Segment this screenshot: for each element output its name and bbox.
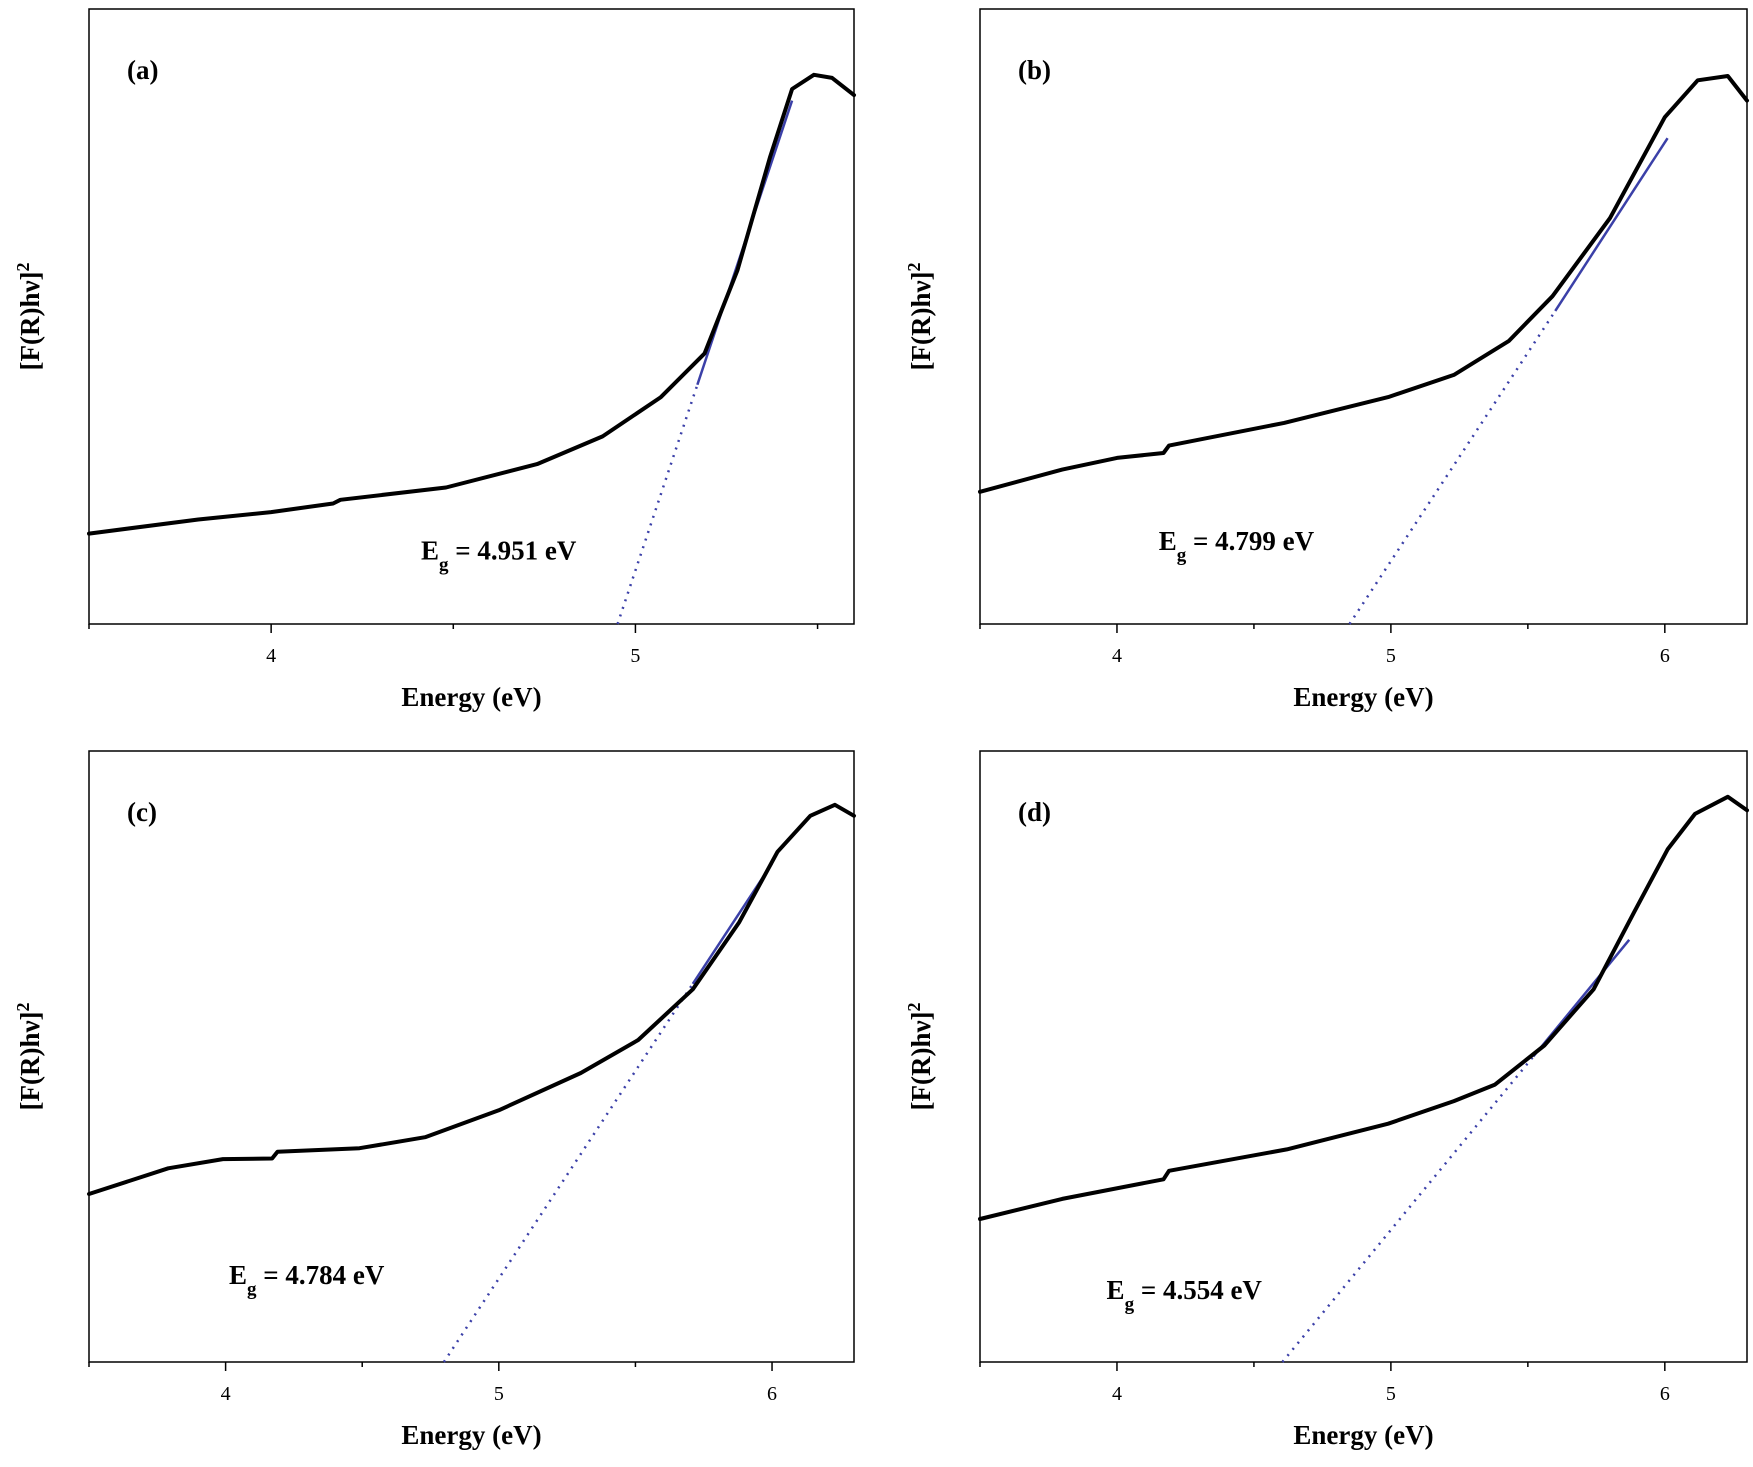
- y-axis-label-main: [F(R)hν]: [906, 1011, 936, 1110]
- annotation-value: = 4.951 eV: [449, 535, 577, 565]
- data-curve: [978, 794, 1749, 1221]
- y-axis-label-sup: 2: [904, 262, 924, 271]
- annotation-symbol: E: [1107, 1275, 1125, 1305]
- y-axis-label-sup: 2: [13, 262, 33, 271]
- annotation-symbol: E: [421, 535, 439, 565]
- panel-label: (c): [127, 797, 157, 827]
- x-axis-label: Energy (eV): [401, 682, 541, 712]
- panel: 4 5 Energy (eV) [F(R)hν]2 (a) Eg = 4.951 eV: [13, 8, 856, 712]
- y-axis-label-sup: 2: [904, 1002, 924, 1011]
- data-curve: [87, 72, 856, 536]
- annotation-value: = 4.554 eV: [1134, 1275, 1262, 1305]
- annotation-subscript: g: [1177, 545, 1187, 566]
- plot-frame: [88, 750, 855, 1363]
- x-tick-label: 6: [1660, 645, 1670, 667]
- plot-frame: [88, 8, 855, 625]
- x-tick-label: 6: [1660, 1383, 1670, 1405]
- x-axis-label: Energy (eV): [1293, 682, 1433, 712]
- x-tick-label: 4: [221, 1383, 231, 1405]
- y-axis-label-sup: 2: [13, 1002, 33, 1011]
- x-tick-label: 5: [494, 1383, 504, 1405]
- panel: 4 5 6 Energy (eV) [F(R)hν]2 (d) Eg = 4.554 eV: [904, 750, 1749, 1450]
- annotation-subscript: g: [439, 554, 449, 575]
- fit-line-solid: [1554, 137, 1669, 312]
- x-tick-label: 5: [1386, 1383, 1396, 1405]
- plot-frame: [979, 750, 1748, 1363]
- panel-label: (a): [127, 55, 158, 85]
- annotation-subscript: g: [1125, 1294, 1135, 1315]
- data-curve: [87, 802, 856, 1196]
- x-tick-label: 4: [1112, 645, 1122, 667]
- annotation-symbol: E: [1159, 526, 1177, 556]
- data-curve: [978, 74, 1749, 494]
- band-gap-annotation: Eg = 4.951 eV: [421, 535, 577, 575]
- y-axis-label-main: [F(R)hν]: [906, 271, 936, 370]
- y-axis-label: [F(R)hν]2: [13, 262, 45, 370]
- annotation-symbol: E: [229, 1260, 247, 1290]
- panel-label: (b): [1018, 55, 1051, 85]
- x-tick-label: 4: [266, 645, 276, 667]
- x-tick-label: 5: [630, 645, 640, 667]
- band-gap-annotation: Eg = 4.554 eV: [1107, 1275, 1263, 1315]
- fit-line-dotted: [442, 983, 694, 1363]
- x-tick-label: 5: [1386, 645, 1396, 667]
- x-tick-label: 4: [1112, 1383, 1122, 1405]
- y-axis-label-main: [F(R)hν]: [15, 271, 45, 370]
- annotation-value: = 4.784 eV: [257, 1260, 385, 1290]
- annotation-subscript: g: [247, 1278, 257, 1299]
- panel-label: (d): [1018, 797, 1051, 827]
- y-axis-label: [F(R)hν]2: [13, 1002, 45, 1110]
- x-tick-label: 6: [767, 1383, 777, 1405]
- x-axis-label: Energy (eV): [1293, 1420, 1433, 1450]
- panel: 4 5 6 Energy (eV) [F(R)hν]2 (c) Eg = 4.784 eV: [13, 750, 856, 1450]
- fit-line-dotted: [1281, 1055, 1535, 1363]
- y-axis-label: [F(R)hν]2: [904, 1002, 936, 1110]
- band-gap-annotation: Eg = 4.799 eV: [1159, 526, 1315, 566]
- fit-line-dotted: [616, 384, 699, 625]
- fit-line-dotted: [1348, 310, 1557, 625]
- y-axis-label: [F(R)hν]2: [904, 262, 936, 370]
- annotation-value: = 4.799 eV: [1186, 526, 1314, 556]
- y-axis-label-main: [F(R)hν]: [15, 1011, 45, 1110]
- plot-frame: [979, 8, 1748, 625]
- x-axis-label: Energy (eV): [401, 1420, 541, 1450]
- band-gap-annotation: Eg = 4.784 eV: [229, 1260, 385, 1300]
- panel: 4 5 6 Energy (eV) [F(R)hν]2 (b) Eg = 4.799 eV: [904, 8, 1749, 712]
